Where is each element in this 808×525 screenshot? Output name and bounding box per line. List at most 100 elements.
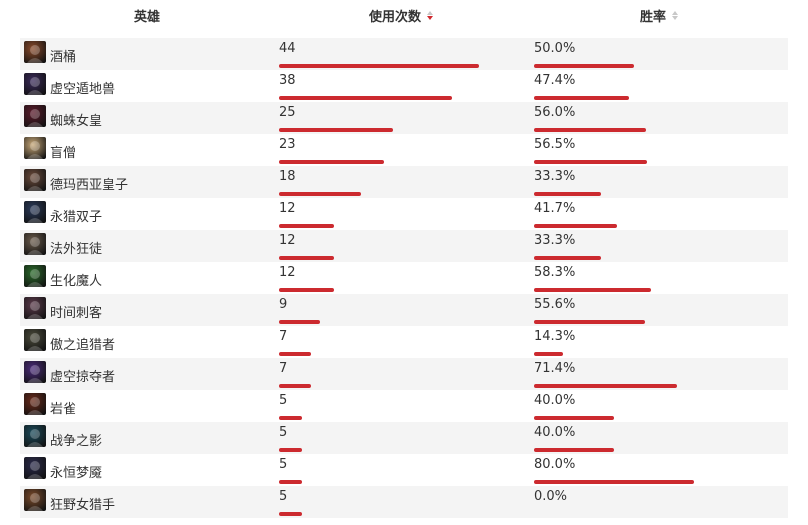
winrate-bar: [534, 352, 563, 356]
hero-column-header: 英雄: [134, 6, 160, 25]
winrate-value: 56.0%: [534, 105, 576, 120]
winrate-bar: [534, 128, 646, 132]
table-row[interactable]: 时间刺客 9 55.6%: [20, 294, 788, 326]
sort-desc-icon[interactable]: [427, 11, 434, 20]
uses-count: 12: [279, 201, 296, 216]
hero-header-label: 英雄: [134, 10, 161, 25]
champion-name[interactable]: 狂野女猎手: [50, 498, 116, 513]
champion-avatar: [24, 201, 46, 223]
winrate-bar: [534, 96, 629, 100]
winrate-bar: [534, 320, 645, 324]
winrate-bar: [534, 192, 601, 196]
uses-count: 5: [279, 425, 288, 440]
uses-bar: [279, 480, 302, 484]
winrate-value: 14.3%: [534, 329, 576, 344]
winrate-value: 33.3%: [534, 169, 576, 184]
champion-avatar: [24, 425, 46, 447]
uses-bar: [279, 96, 452, 100]
table-row[interactable]: 生化魔人 12 58.3%: [20, 262, 788, 294]
uses-bar: [279, 192, 361, 196]
table-row[interactable]: 酒桶 44 50.0%: [20, 38, 788, 70]
champion-name[interactable]: 法外狂徒: [50, 242, 103, 257]
champion-name[interactable]: 时间刺客: [50, 306, 103, 321]
champion-name[interactable]: 虚空遁地兽: [50, 82, 116, 97]
uses-header-label[interactable]: 使用次数: [369, 10, 422, 25]
champion-avatar: [24, 169, 46, 191]
table-row[interactable]: 岩雀 5 40.0%: [20, 390, 788, 422]
winrate-value: 40.0%: [534, 425, 576, 440]
champion-name[interactable]: 虚空掠夺者: [50, 370, 116, 385]
table-row[interactable]: 法外狂徒 12 33.3%: [20, 230, 788, 262]
table-row[interactable]: 蜘蛛女皇 25 56.0%: [20, 102, 788, 134]
winrate-value: 56.5%: [534, 137, 576, 152]
uses-bar: [279, 416, 302, 420]
uses-column-header[interactable]: 使用次数: [369, 6, 434, 25]
champion-avatar: [24, 105, 46, 127]
champion-name[interactable]: 生化魔人: [50, 274, 103, 289]
champion-avatar: [24, 233, 46, 255]
uses-count: 12: [279, 265, 296, 280]
uses-bar: [279, 384, 311, 388]
winrate-bar: [534, 384, 677, 388]
winrate-value: 33.3%: [534, 233, 576, 248]
uses-count: 5: [279, 393, 288, 408]
winrate-column-header[interactable]: 胜率: [640, 6, 679, 25]
winrate-bar: [534, 224, 617, 228]
uses-count: 44: [279, 41, 296, 56]
uses-count: 7: [279, 329, 288, 344]
champion-name[interactable]: 永恒梦魇: [50, 466, 103, 481]
table-row[interactable]: 永猎双子 12 41.7%: [20, 198, 788, 230]
champion-avatar: [24, 329, 46, 351]
uses-bar: [279, 128, 393, 132]
winrate-value: 50.0%: [534, 41, 576, 56]
uses-count: 7: [279, 361, 288, 376]
champion-name[interactable]: 盲僧: [50, 146, 77, 161]
champion-name[interactable]: 蜘蛛女皇: [50, 114, 103, 129]
winrate-value: 47.4%: [534, 73, 576, 88]
uses-bar: [279, 512, 302, 516]
champion-name[interactable]: 酒桶: [50, 50, 77, 65]
uses-bar: [279, 64, 479, 68]
champion-avatar: [24, 297, 46, 319]
winrate-bar: [534, 288, 651, 292]
champion-avatar: [24, 137, 46, 159]
champion-name[interactable]: 岩雀: [50, 402, 77, 417]
table-body: 酒桶 44 50.0% 虚空遁地兽 38 47.4% 蜘蛛女皇 25 56.0% 盲僧 23 56.5…: [20, 38, 788, 518]
uses-count: 5: [279, 457, 288, 472]
winrate-value: 40.0%: [534, 393, 576, 408]
uses-bar: [279, 320, 320, 324]
champion-avatar: [24, 41, 46, 63]
uses-count: 9: [279, 297, 288, 312]
uses-bar: [279, 448, 302, 452]
champion-avatar: [24, 265, 46, 287]
uses-count: 25: [279, 105, 296, 120]
champion-avatar: [24, 361, 46, 383]
table-row[interactable]: 虚空遁地兽 38 47.4%: [20, 70, 788, 102]
champion-name[interactable]: 战争之影: [50, 434, 103, 449]
winrate-header-label[interactable]: 胜率: [640, 10, 667, 25]
champion-avatar: [24, 457, 46, 479]
champion-name[interactable]: 德玛西亚皇子: [50, 178, 129, 193]
uses-bar: [279, 256, 334, 260]
table-row[interactable]: 狂野女猎手 5 0.0%: [20, 486, 788, 518]
winrate-bar: [534, 256, 601, 260]
winrate-value: 55.6%: [534, 297, 576, 312]
champion-name[interactable]: 傲之追猎者: [50, 338, 116, 353]
table-row[interactable]: 永恒梦魇 5 80.0%: [20, 454, 788, 486]
table-row[interactable]: 傲之追猎者 7 14.3%: [20, 326, 788, 358]
uses-bar: [279, 288, 334, 292]
champion-avatar: [24, 393, 46, 415]
champion-avatar: [24, 73, 46, 95]
uses-count: 12: [279, 233, 296, 248]
champion-name[interactable]: 永猎双子: [50, 210, 103, 225]
uses-count: 38: [279, 73, 296, 88]
winrate-bar: [534, 448, 614, 452]
sort-icon[interactable]: [672, 11, 679, 20]
table-row[interactable]: 盲僧 23 56.5%: [20, 134, 788, 166]
table-row[interactable]: 战争之影 5 40.0%: [20, 422, 788, 454]
champion-avatar: [24, 489, 46, 511]
table-row[interactable]: 虚空掠夺者 7 71.4%: [20, 358, 788, 390]
table-row[interactable]: 德玛西亚皇子 18 33.3%: [20, 166, 788, 198]
winrate-value: 58.3%: [534, 265, 576, 280]
